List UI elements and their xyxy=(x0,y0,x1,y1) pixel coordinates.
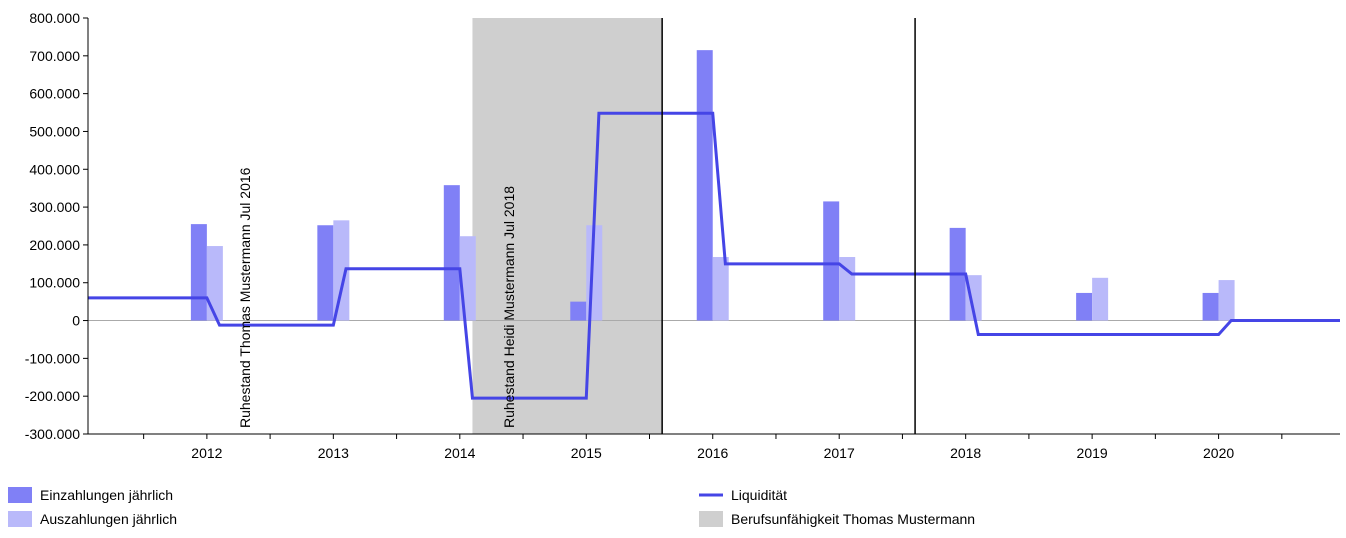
y-tick-label: 0 xyxy=(72,313,80,329)
y-tick-label: 300.000 xyxy=(29,199,80,215)
legend-label: Berufsunfähigkeit Thomas Mustermann xyxy=(731,511,975,527)
legend-label: Einzahlungen jährlich xyxy=(40,487,173,503)
bar xyxy=(696,50,713,321)
legend-swatch xyxy=(8,487,32,503)
annotation: Ruhestand Thomas Mustermann Jul 2016 xyxy=(237,167,253,428)
bar xyxy=(570,301,587,321)
y-tick-label: 600.000 xyxy=(29,86,80,102)
x-tick-label: 2019 xyxy=(1077,445,1108,461)
y-tick-label: 400.000 xyxy=(29,161,80,177)
legend-label: Auszahlungen jährlich xyxy=(40,511,177,527)
line xyxy=(88,111,1340,400)
bar xyxy=(206,246,223,321)
y-tick-label: -200.000 xyxy=(25,388,80,404)
y-tick-label: 500.000 xyxy=(29,123,80,139)
legend-label: Liquidität xyxy=(731,487,787,503)
y-tick-label: -100.000 xyxy=(25,350,80,366)
bar xyxy=(1218,280,1235,321)
x-tick-label: 2013 xyxy=(318,445,349,461)
x-tick-label: 2015 xyxy=(571,445,602,461)
x-tick-label: 2017 xyxy=(824,445,855,461)
legend-swatch xyxy=(8,511,32,527)
x-tick-label: 2014 xyxy=(444,445,475,461)
legend-swatch xyxy=(699,511,723,527)
x-tick-label: 2012 xyxy=(191,445,222,461)
band xyxy=(472,18,663,434)
y-tick-label: 100.000 xyxy=(29,275,80,291)
y-tick-label: -300.000 xyxy=(25,426,80,442)
bar xyxy=(823,201,840,321)
bar xyxy=(333,220,350,321)
y-tick-label: 200.000 xyxy=(29,237,80,253)
bar xyxy=(1202,292,1219,321)
annotation: Ruhestand Heidi Mustermann Jul 2018 xyxy=(501,186,517,428)
bar xyxy=(712,257,729,321)
y-tick-label: 700.000 xyxy=(29,48,80,64)
x-tick-label: 2018 xyxy=(950,445,981,461)
bar xyxy=(1076,292,1093,321)
x-tick-label: 2020 xyxy=(1203,445,1234,461)
bar xyxy=(190,224,207,321)
x-tick-label: 2016 xyxy=(697,445,728,461)
bar xyxy=(443,185,460,321)
bar xyxy=(1092,277,1109,321)
bar xyxy=(317,225,334,321)
y-tick-label: 800.000 xyxy=(29,10,80,26)
